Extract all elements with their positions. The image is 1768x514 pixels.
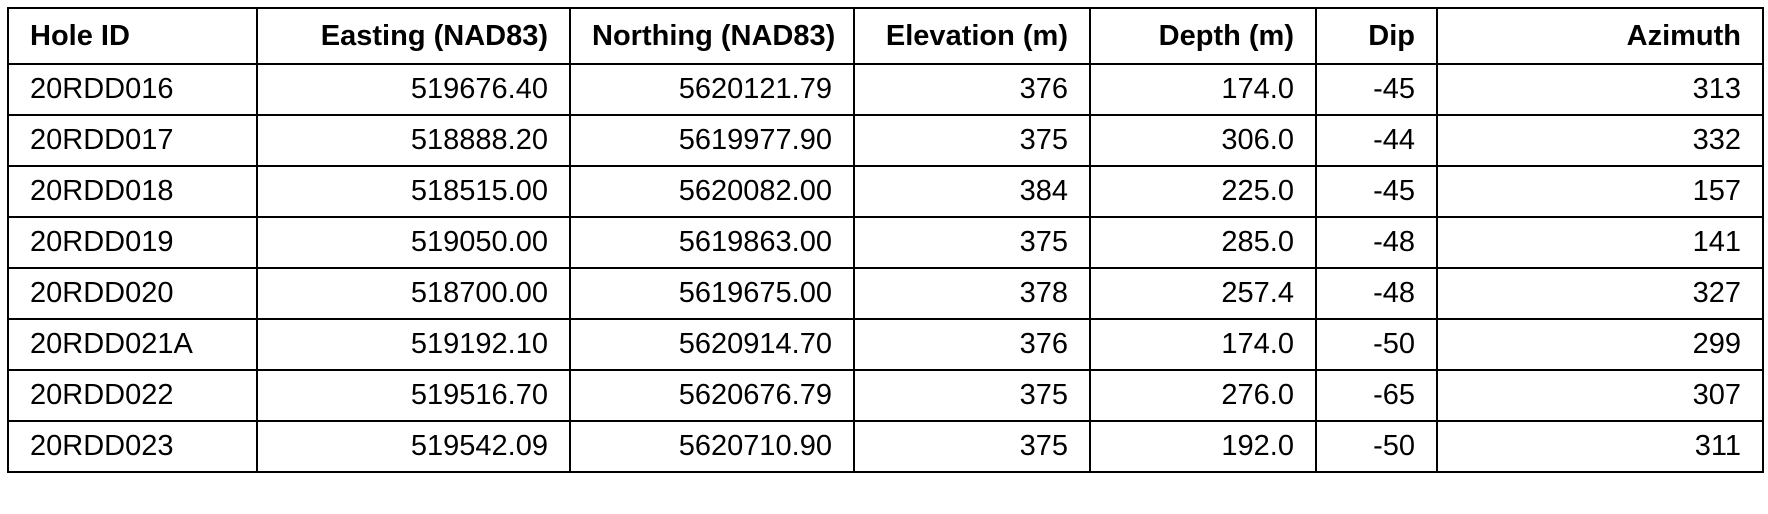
table-row: 20RDD023 519542.09 5620710.90 375 192.0 … — [7, 420, 1764, 473]
cell-dip: -65 — [1315, 369, 1438, 422]
header-dip: Dip — [1315, 7, 1438, 65]
cell-northing: 5620914.70 — [569, 318, 855, 371]
header-northing: Northing (NAD83) — [569, 7, 855, 65]
cell-azimuth: 313 — [1436, 63, 1764, 116]
cell-easting: 519192.10 — [256, 318, 571, 371]
header-elevation: Elevation (m) — [853, 7, 1091, 65]
cell-hole-id: 20RDD023 — [7, 420, 258, 473]
cell-elevation: 384 — [853, 165, 1091, 218]
table-row: 20RDD018 518515.00 5620082.00 384 225.0 … — [7, 165, 1764, 218]
cell-dip: -45 — [1315, 63, 1438, 116]
cell-dip: -48 — [1315, 267, 1438, 320]
cell-hole-id: 20RDD017 — [7, 114, 258, 167]
cell-hole-id: 20RDD016 — [7, 63, 258, 116]
table-row: 20RDD020 518700.00 5619675.00 378 257.4 … — [7, 267, 1764, 320]
cell-northing: 5619675.00 — [569, 267, 855, 320]
cell-northing: 5620121.79 — [569, 63, 855, 116]
cell-northing: 5620710.90 — [569, 420, 855, 473]
cell-dip: -44 — [1315, 114, 1438, 167]
header-hole-id: Hole ID — [7, 7, 258, 65]
cell-hole-id: 20RDD022 — [7, 369, 258, 422]
cell-dip: -48 — [1315, 216, 1438, 269]
cell-easting: 519542.09 — [256, 420, 571, 473]
cell-northing: 5619977.90 — [569, 114, 855, 167]
cell-easting: 518700.00 — [256, 267, 571, 320]
cell-elevation: 375 — [853, 216, 1091, 269]
cell-elevation: 376 — [853, 63, 1091, 116]
cell-northing: 5620676.79 — [569, 369, 855, 422]
cell-depth: 257.4 — [1089, 267, 1317, 320]
table-row: 20RDD021A 519192.10 5620914.70 376 174.0… — [7, 318, 1764, 371]
table-row: 20RDD017 518888.20 5619977.90 375 306.0 … — [7, 114, 1764, 167]
drill-hole-table: Hole ID Easting (NAD83) Northing (NAD83)… — [7, 7, 1764, 473]
cell-elevation: 376 — [853, 318, 1091, 371]
cell-easting: 518888.20 — [256, 114, 571, 167]
cell-azimuth: 311 — [1436, 420, 1764, 473]
cell-hole-id: 20RDD021A — [7, 318, 258, 371]
cell-azimuth: 307 — [1436, 369, 1764, 422]
cell-northing: 5620082.00 — [569, 165, 855, 218]
table-row: 20RDD016 519676.40 5620121.79 376 174.0 … — [7, 63, 1764, 116]
cell-depth: 174.0 — [1089, 318, 1317, 371]
cell-elevation: 378 — [853, 267, 1091, 320]
cell-hole-id: 20RDD019 — [7, 216, 258, 269]
cell-azimuth: 299 — [1436, 318, 1764, 371]
cell-hole-id: 20RDD020 — [7, 267, 258, 320]
cell-azimuth: 157 — [1436, 165, 1764, 218]
cell-easting: 518515.00 — [256, 165, 571, 218]
cell-dip: -45 — [1315, 165, 1438, 218]
cell-elevation: 375 — [853, 369, 1091, 422]
cell-azimuth: 332 — [1436, 114, 1764, 167]
cell-dip: -50 — [1315, 420, 1438, 473]
cell-depth: 306.0 — [1089, 114, 1317, 167]
cell-depth: 276.0 — [1089, 369, 1317, 422]
cell-easting: 519050.00 — [256, 216, 571, 269]
table-header-row: Hole ID Easting (NAD83) Northing (NAD83)… — [7, 7, 1764, 65]
cell-azimuth: 327 — [1436, 267, 1764, 320]
cell-depth: 192.0 — [1089, 420, 1317, 473]
cell-easting: 519516.70 — [256, 369, 571, 422]
cell-depth: 285.0 — [1089, 216, 1317, 269]
header-depth: Depth (m) — [1089, 7, 1317, 65]
header-azimuth: Azimuth — [1436, 7, 1764, 65]
cell-dip: -50 — [1315, 318, 1438, 371]
header-easting: Easting (NAD83) — [256, 7, 571, 65]
cell-elevation: 375 — [853, 114, 1091, 167]
cell-azimuth: 141 — [1436, 216, 1764, 269]
cell-northing: 5619863.00 — [569, 216, 855, 269]
cell-depth: 225.0 — [1089, 165, 1317, 218]
cell-elevation: 375 — [853, 420, 1091, 473]
cell-hole-id: 20RDD018 — [7, 165, 258, 218]
table-row: 20RDD019 519050.00 5619863.00 375 285.0 … — [7, 216, 1764, 269]
cell-easting: 519676.40 — [256, 63, 571, 116]
table-row: 20RDD022 519516.70 5620676.79 375 276.0 … — [7, 369, 1764, 422]
cell-depth: 174.0 — [1089, 63, 1317, 116]
